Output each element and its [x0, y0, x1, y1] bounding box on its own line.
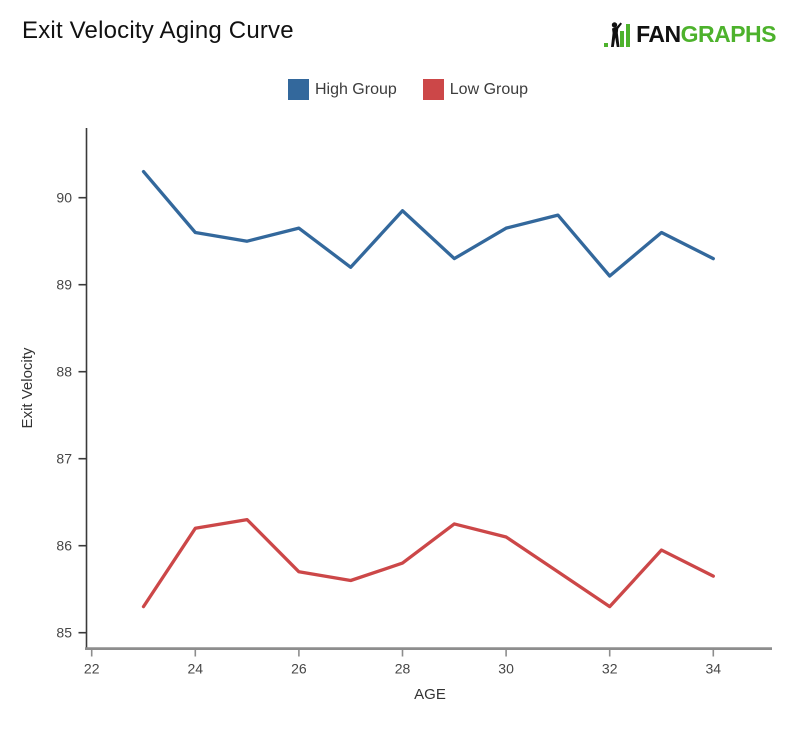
legend-item-high-group[interactable]: High Group	[287, 79, 397, 100]
legend-swatch-low-group	[422, 79, 444, 100]
y-tick-label: 86	[56, 538, 72, 554]
legend-label-high-group: High Group	[314, 80, 397, 98]
x-tick-label: 30	[498, 661, 514, 677]
logo-text-fan: FAN	[636, 21, 681, 47]
y-tick-label: 87	[56, 451, 72, 467]
x-tick-label: 22	[84, 661, 100, 677]
y-tick-label: 90	[56, 190, 72, 206]
x-tick-label: 26	[291, 661, 307, 677]
y-axis-title: Exit Velocity	[19, 347, 36, 429]
logo-text-graphs: GRAPHS	[680, 21, 777, 47]
y-tick-label: 89	[56, 277, 72, 293]
fangraphs-logo-icon	[604, 22, 631, 47]
y-tick-label: 85	[56, 625, 72, 641]
page-title: Exit Velocity Aging Curve	[22, 17, 294, 44]
x-tick-label: 28	[395, 661, 411, 677]
series-line-low-group	[141, 517, 715, 609]
legend-label-low-group: Low Group	[449, 80, 529, 98]
series-line-high-group	[141, 169, 715, 278]
x-tick-label: 34	[706, 661, 722, 677]
fangraphs-logo: FAN GRAPHS	[604, 21, 777, 48]
y-tick-label: 88	[56, 364, 72, 380]
legend-item-low-group[interactable]: Low Group	[422, 79, 529, 100]
legend-swatch-high-group	[287, 79, 309, 100]
x-axis-title: AGE	[414, 686, 446, 703]
x-tick-label: 24	[188, 661, 204, 677]
x-tick-label: 32	[602, 661, 618, 677]
chart-legend: High Group Low Group	[0, 79, 800, 100]
